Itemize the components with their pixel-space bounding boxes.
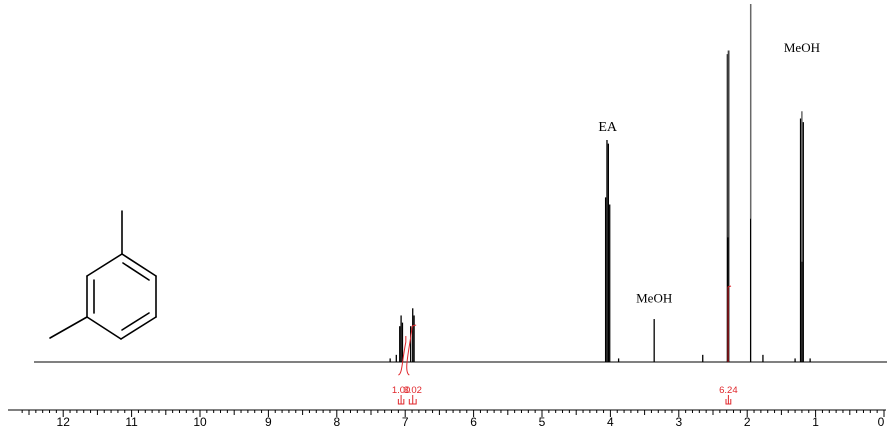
methyl-bond-left: [49, 316, 88, 339]
ring-bond-4: [86, 316, 122, 340]
molecule-structure-drawing: [49, 210, 157, 340]
integral-value: 3.02: [403, 385, 422, 396]
annotation-layer: EAMeOHEAMeOH: [598, 40, 820, 306]
double-bond-inner-2: [121, 312, 150, 331]
x-tick-label: 11: [125, 415, 138, 429]
integral-value: 1.00: [392, 385, 411, 396]
x-tick-label: 0: [878, 415, 885, 429]
x-tick-label: 6: [470, 415, 477, 429]
peak-annotation: MeOH: [636, 291, 672, 306]
x-tick-label: 10: [193, 415, 207, 429]
x-tick-label: 5: [539, 415, 546, 429]
integral-curve-aromatic-2: [406, 324, 417, 376]
peak-annotation: MeOH: [784, 40, 820, 55]
ring-bond-6: [86, 253, 123, 277]
integral: 1.00: [392, 385, 411, 405]
x-tick-label: 3: [675, 415, 682, 429]
x-tick-label: 8: [333, 415, 340, 429]
x-tick-label: 4: [607, 415, 614, 429]
integral: 6.24: [719, 385, 738, 405]
integral-curve-aromatic-1: [398, 336, 407, 376]
x-tick-label: 12: [57, 415, 71, 429]
integral: 3.02: [403, 385, 422, 405]
spectrum-layer: [34, 4, 887, 363]
x-tick-label: 1: [812, 415, 819, 429]
ring-bond-3: [120, 316, 157, 340]
integral-curve-methyl: [727, 285, 732, 362]
peak-annotation: EA: [598, 120, 618, 135]
integral-value: 6.24: [719, 385, 738, 396]
double-bond-inner-1: [122, 262, 150, 281]
ring-bond-1: [121, 253, 157, 277]
x-tick-label: 2: [744, 415, 751, 429]
x-tick-label: 9: [265, 415, 272, 429]
x-axis: 12 11 10 9 8 7 6 5 4 3 2 1 0: [8, 409, 886, 429]
x-tick-label: 7: [402, 415, 409, 429]
integral-layer: 1.003.02 6.24: [392, 285, 738, 405]
